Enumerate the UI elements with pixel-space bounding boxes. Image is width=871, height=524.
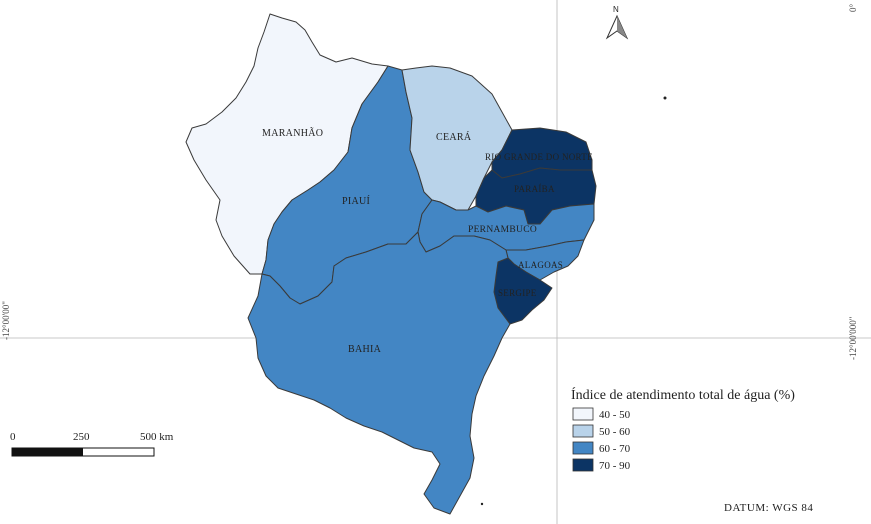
scale-bar: 0 250 500 km	[10, 431, 174, 457]
scale-tick-250: 250	[73, 431, 90, 443]
latitude-label-left: -12°00'00"	[1, 301, 11, 340]
legend-swatch-1	[572, 407, 594, 421]
legend-label-1: 40 - 50	[599, 409, 631, 421]
scale-tick-0: 0	[10, 431, 16, 443]
legend-label-3: 60 - 70	[599, 443, 631, 455]
legend-title: Índice de atendimento total de água (%)	[571, 386, 795, 403]
north-arrow-icon: N	[605, 5, 629, 40]
label-maranhao: MARANHÃO	[262, 127, 323, 139]
scale-tick-500: 500 km	[140, 431, 174, 443]
label-piaui: PIAUÍ	[342, 195, 371, 207]
longitude-label-top: 0°	[848, 4, 858, 13]
island-mark	[663, 96, 667, 100]
label-rio-grande-do-norte: RIO GRANDE DO NORTE	[485, 152, 593, 162]
state-bahia[interactable]	[247, 231, 511, 515]
label-pernambuco: PERNAMBUCO	[468, 225, 537, 235]
legend: Índice de atendimento total de água (%) …	[571, 386, 795, 472]
legend-swatch-3	[572, 441, 594, 455]
svg-text:N: N	[613, 5, 619, 14]
latitude-label-right: -12°00'000"	[848, 316, 858, 360]
label-sergipe: SERGIPE	[498, 288, 537, 298]
label-bahia: BAHIA	[348, 344, 382, 355]
legend-label-2: 50 - 60	[599, 426, 631, 438]
legend-swatch-2	[572, 424, 594, 438]
label-alagoas: ALAGOAS	[518, 260, 563, 270]
label-paraiba: PARAÍBA	[514, 184, 555, 194]
legend-swatch-4	[572, 458, 594, 472]
label-ceara: CEARÁ	[436, 131, 472, 143]
island-mark	[480, 502, 484, 506]
legend-label-4: 70 - 90	[599, 460, 631, 472]
datum-label: DATUM: WGS 84	[724, 502, 813, 514]
